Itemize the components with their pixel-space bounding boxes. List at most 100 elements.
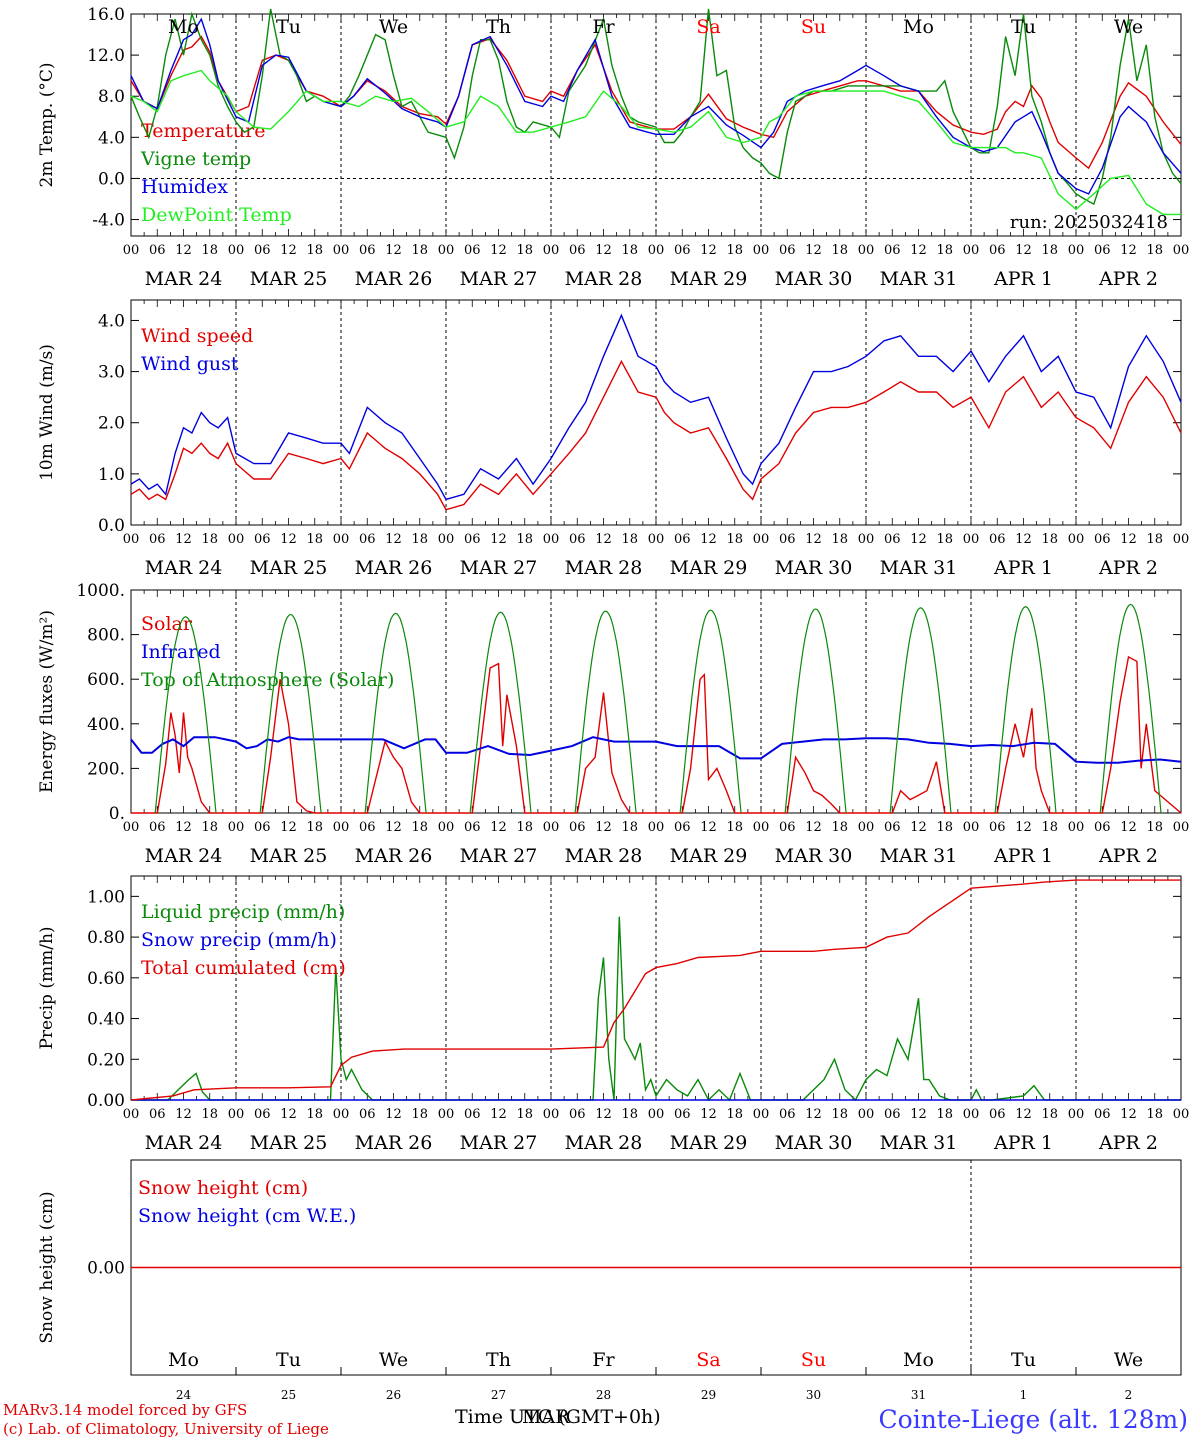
date-label: MAR 25 (250, 268, 328, 290)
hour-label: 18 (411, 243, 428, 258)
day-number: 30 (806, 1388, 821, 1402)
hour-label: 18 (621, 243, 638, 258)
series-dewpoint-temp (130, 69, 1181, 216)
hour-label: 18 (516, 1107, 533, 1122)
series-toa-solar (784, 608, 847, 814)
y-tick-label: 0.00 (87, 1091, 125, 1111)
day-abbrev: Mo (903, 1349, 934, 1371)
hour-label: 12 (1120, 243, 1137, 258)
hour-label: 06 (254, 1107, 271, 1122)
hour-label: 00 (753, 532, 770, 547)
hour-label: 06 (674, 532, 691, 547)
legend-entry: Snow height (cm W.E.) (138, 1205, 356, 1227)
legend-entry: Snow precip (mm/h) (141, 929, 337, 951)
series-toa-solar (679, 609, 742, 814)
day-abbrev: Su (801, 1349, 826, 1371)
date-label: APR 2 (1098, 268, 1158, 290)
hour-label: 00 (753, 1107, 770, 1122)
hour-label: 18 (411, 820, 428, 835)
y-axis-label: Precip (mm/h) (37, 926, 57, 1049)
hour-label: 00 (1068, 243, 1085, 258)
day-number: 29 (701, 1388, 716, 1402)
hour-label: 06 (254, 820, 271, 835)
hour-label: 18 (1041, 820, 1058, 835)
date-label: APR 1 (993, 557, 1053, 579)
date-label: APR 2 (1098, 1132, 1158, 1154)
date-label: MAR 30 (775, 845, 853, 867)
day-abbrev: We (1114, 16, 1143, 38)
day-abbrev: Mo (168, 1349, 199, 1371)
hour-label: 00 (123, 532, 140, 547)
hour-label: 00 (1173, 1107, 1190, 1122)
date-label: MAR 30 (775, 268, 853, 290)
hour-label: 12 (910, 820, 927, 835)
hour-label: 06 (989, 1107, 1006, 1122)
date-label: MAR 29 (670, 557, 748, 579)
hour-label: 12 (910, 532, 927, 547)
hour-label: 18 (1146, 243, 1163, 258)
panel-2: 0.0 1.0 2.0 3.0 4.0 10m Wind (m/s) 00 06 12 18 00 0… (37, 299, 1189, 579)
series-toa-solar (574, 610, 637, 814)
hour-label: 06 (674, 243, 691, 258)
panel-3: 0. 200. 400. 600. 800. 1000. Energy fluxes (W/… (37, 581, 1189, 867)
hour-label: 00 (438, 532, 455, 547)
day-abbrev: Fr (592, 1349, 615, 1371)
y-tick-label: 0.0 (98, 169, 125, 189)
hour-label: 00 (543, 1107, 560, 1122)
hour-label: 00 (543, 820, 560, 835)
hour-label: 00 (1068, 532, 1085, 547)
hour-label: 00 (228, 820, 245, 835)
hour-label: 06 (1094, 243, 1111, 258)
hour-label: 00 (753, 243, 770, 258)
hour-label: 06 (254, 243, 271, 258)
hour-label: 12 (595, 243, 612, 258)
legend-entry: Humidex (141, 176, 228, 198)
hour-label: 06 (1094, 1107, 1111, 1122)
date-label: MAR 29 (670, 1132, 748, 1154)
date-label: MAR 31 (880, 1132, 958, 1154)
hour-label: 00 (543, 243, 560, 258)
day-abbrev: We (379, 1349, 408, 1371)
date-label: MAR 31 (880, 845, 958, 867)
hour-label: 00 (648, 1107, 665, 1122)
date-label: MAR 25 (250, 845, 328, 867)
series-toa-solar (154, 616, 217, 814)
hour-label: 18 (306, 532, 323, 547)
y-tick-label: 3.0 (98, 363, 125, 383)
hour-label: 12 (805, 243, 822, 258)
y-tick-label: 200. (87, 759, 125, 779)
panel-4: 0.00 0.20 0.40 0.60 0.80 1.00 Precip (mm/h) 00 0… (37, 875, 1190, 1154)
hour-label: 12 (385, 243, 402, 258)
hour-label: 12 (280, 1107, 297, 1122)
station-name: Cointe-Liege (alt. 128m) (879, 1405, 1188, 1434)
date-label: MAR 30 (775, 557, 853, 579)
y-tick-label: 12.0 (87, 46, 125, 66)
hour-label: 06 (884, 820, 901, 835)
hour-label: 06 (779, 820, 796, 835)
date-label: MAR 28 (565, 557, 643, 579)
day-abbrev: Tu (276, 16, 301, 38)
date-label: MAR 24 (145, 845, 223, 867)
legend-entry: Liquid precip (mm/h) (141, 901, 345, 923)
hour-label: 06 (464, 1107, 481, 1122)
hour-label: 18 (621, 820, 638, 835)
legend-entry: Wind gust (141, 353, 239, 375)
date-label: APR 1 (993, 268, 1053, 290)
hour-label: 12 (805, 820, 822, 835)
day-abbrev: Sa (696, 1349, 720, 1371)
hour-label: 00 (858, 1107, 875, 1122)
hour-label: 18 (1146, 820, 1163, 835)
hour-label: 00 (648, 243, 665, 258)
hour-label: 00 (963, 532, 980, 547)
day-abbrev: Tu (1011, 1349, 1036, 1371)
hour-label: 12 (1015, 820, 1032, 835)
hour-label: 00 (858, 820, 875, 835)
hour-label: 18 (306, 1107, 323, 1122)
hour-label: 06 (569, 532, 586, 547)
y-axis-label: 2m Temp. (°C) (37, 62, 57, 187)
hour-label: 18 (726, 532, 743, 547)
date-label: MAR 26 (355, 1132, 433, 1154)
hour-label: 12 (175, 532, 192, 547)
hour-label: 06 (359, 1107, 376, 1122)
date-label: APR 1 (993, 845, 1053, 867)
